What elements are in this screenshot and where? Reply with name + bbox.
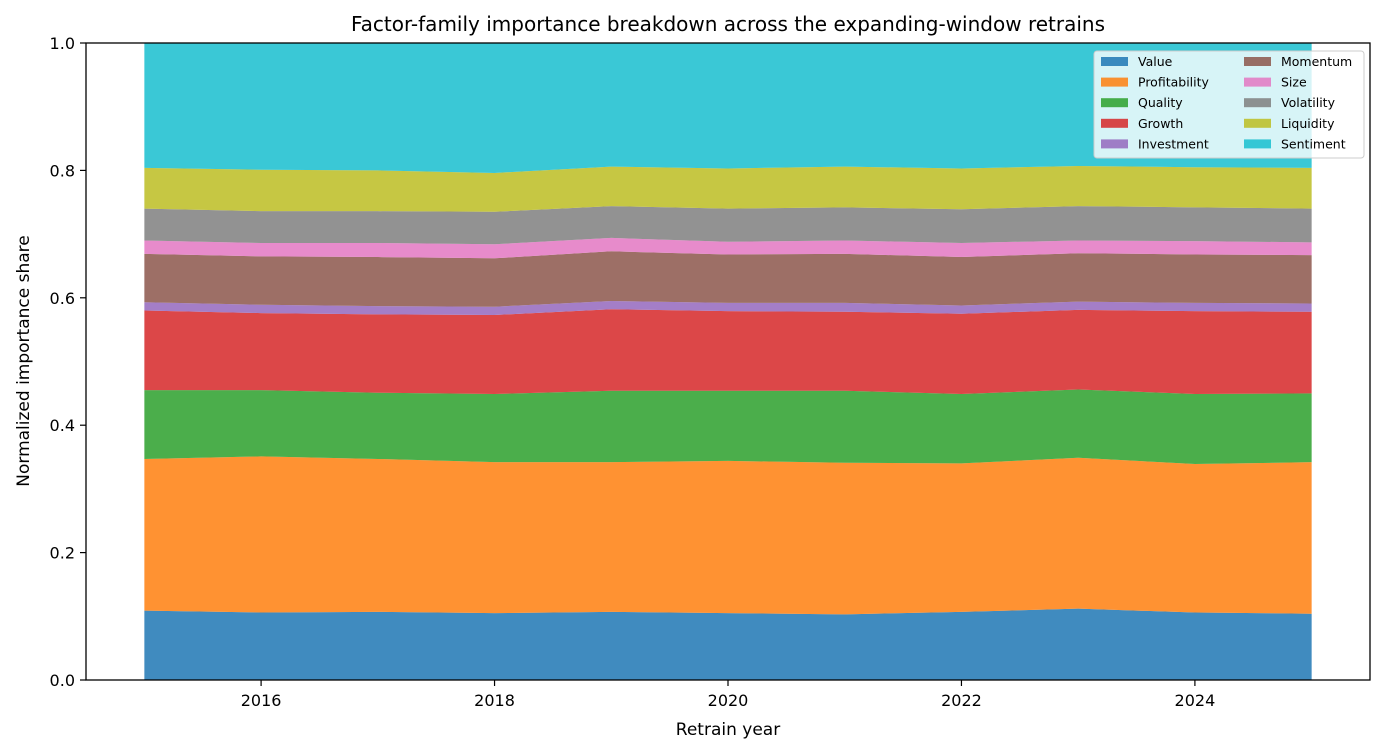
- legend-swatch-investment: [1101, 139, 1128, 149]
- legend-label-quality: Quality: [1138, 95, 1183, 110]
- x-tick-label: 2024: [1175, 691, 1216, 710]
- legend-label-investment: Investment: [1138, 136, 1209, 151]
- legend-swatch-quality: [1101, 98, 1128, 108]
- area-profitability: [144, 456, 1312, 615]
- chart-title: Factor-family importance breakdown acros…: [351, 12, 1105, 36]
- legend-swatch-value: [1101, 57, 1128, 66]
- area-growth: [144, 309, 1312, 394]
- area-momentum: [144, 251, 1312, 307]
- area-liquidity: [144, 165, 1312, 212]
- y-axis-label: Normalized importance share: [14, 235, 34, 486]
- y-tick-label: 1.0: [50, 34, 75, 53]
- x-axis-ticks: 2016 2018 2020 2022 2024: [241, 680, 1216, 710]
- x-tick-label: 2018: [474, 691, 515, 710]
- y-tick-label: 0.6: [50, 289, 75, 308]
- legend-label-growth: Growth: [1138, 116, 1183, 131]
- legend-label-value: Value: [1138, 54, 1173, 69]
- plot-frame: [85, 42, 1371, 681]
- legend-swatch-size: [1244, 77, 1271, 87]
- area-volatility: [144, 206, 1312, 245]
- x-tick-label: 2016: [241, 691, 282, 710]
- area-value: [144, 608, 1312, 680]
- legend-swatch-profitability: [1101, 77, 1128, 87]
- y-tick-label: 0.8: [50, 161, 75, 180]
- y-tick-label: 0.2: [50, 544, 75, 563]
- legend-label-volatility: Volatility: [1281, 95, 1336, 110]
- legend-label-size: Size: [1281, 75, 1307, 90]
- y-axis-ticks: 0.0 0.2 0.4 0.6 0.8 1.0: [50, 34, 86, 690]
- x-tick-label: 2022: [941, 691, 982, 710]
- legend-swatch-growth: [1101, 118, 1128, 128]
- legend-swatch-volatility: [1244, 98, 1271, 108]
- x-tick-label: 2020: [708, 691, 749, 710]
- y-tick-label: 0.4: [50, 416, 75, 435]
- legend-swatch-sentiment: [1244, 139, 1271, 149]
- legend-label-profitability: Profitability: [1138, 75, 1210, 90]
- area-investment: [144, 300, 1312, 315]
- legend-box: [1093, 50, 1365, 159]
- legend: Value Profitability Quality Growth Investmen…: [1093, 50, 1365, 159]
- x-axis-label: Retrain year: [676, 720, 780, 740]
- y-tick-label: 0.0: [50, 671, 75, 690]
- plot-areas: [144, 43, 1312, 680]
- legend-label-momentum: Momentum: [1281, 54, 1352, 69]
- legend-label-sentiment: Sentiment: [1281, 136, 1346, 151]
- area-quality: [144, 389, 1312, 465]
- area-sentiment: [144, 43, 1312, 173]
- area-size: [144, 237, 1312, 259]
- legend-swatch-liquidity: [1244, 118, 1271, 128]
- legend-swatch-momentum: [1244, 57, 1271, 66]
- legend-label-liquidity: Liquidity: [1281, 116, 1335, 131]
